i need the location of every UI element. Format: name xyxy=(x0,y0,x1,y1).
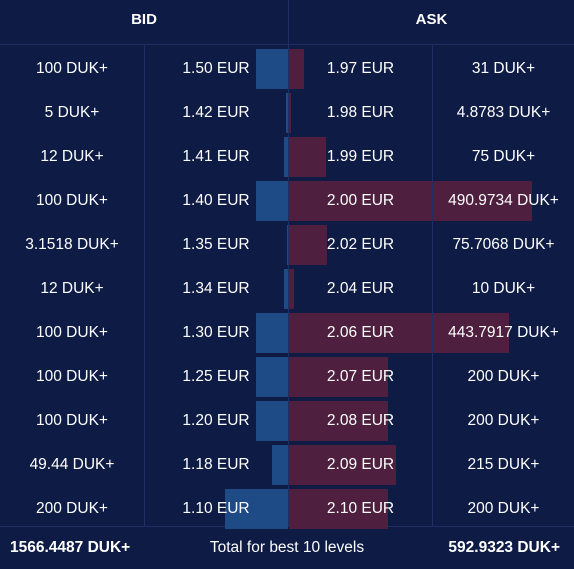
bid-quantity: 100 DUK+ xyxy=(36,324,108,341)
column-divider xyxy=(432,45,433,526)
ask-quantity: 75 DUK+ xyxy=(471,148,536,165)
order-book-row[interactable]: 3.1518 DUK+ 1.35 EUR 2.02 EUR 75.7068 DUK+ xyxy=(0,221,574,265)
ask-header: ASK xyxy=(415,11,448,28)
bid-quantity: 3.1518 DUK+ xyxy=(25,236,119,253)
ask-price: 2.07 EUR xyxy=(326,368,395,385)
order-book-footer: 1566.4487 DUK+ Total for best 10 levels … xyxy=(0,526,574,564)
bid-depth-bar xyxy=(272,445,288,485)
bid-depth-bar xyxy=(284,269,288,309)
order-book-row[interactable]: 12 DUK+ 1.41 EUR 1.99 EUR 75 DUK+ xyxy=(0,133,574,177)
order-book-row[interactable]: 12 DUK+ 1.34 EUR 2.04 EUR 10 DUK+ xyxy=(0,265,574,309)
bid-price: 1.42 EUR xyxy=(182,104,250,121)
ask-total: 592.9323 DUK+ xyxy=(448,539,560,556)
header-divider xyxy=(288,0,289,44)
bid-quantity: 200 DUK+ xyxy=(36,500,108,517)
bid-depth-bar xyxy=(287,225,288,265)
ask-price: 2.09 EUR xyxy=(326,456,395,473)
ask-depth-bar xyxy=(289,357,388,397)
ask-price: 1.97 EUR xyxy=(326,60,395,77)
bid-depth-bar xyxy=(286,93,288,133)
bid-price: 1.30 EUR xyxy=(182,324,250,341)
order-book-row[interactable]: 100 DUK+ 1.20 EUR 2.08 EUR 200 DUK+ xyxy=(0,397,574,441)
ask-depth-bar xyxy=(289,489,388,529)
ask-price: 2.10 EUR xyxy=(326,500,395,517)
ask-depth-bar xyxy=(289,445,396,485)
ask-price: 2.06 EUR xyxy=(326,324,395,341)
bid-depth-bar xyxy=(225,489,288,529)
bid-price: 1.50 EUR xyxy=(182,60,250,77)
ask-price: 1.99 EUR xyxy=(326,148,395,165)
bid-depth-bar xyxy=(256,401,288,441)
bid-quantity: 100 DUK+ xyxy=(36,412,108,429)
bid-price: 1.35 EUR xyxy=(182,236,250,253)
bid-price: 1.41 EUR xyxy=(182,148,250,165)
bid-quantity: 100 DUK+ xyxy=(36,192,108,209)
order-book-row[interactable]: 200 DUK+ 1.10 EUR 2.10 EUR 200 DUK+ xyxy=(0,485,574,529)
ask-depth-bar xyxy=(289,93,291,133)
bid-quantity: 12 DUK+ xyxy=(40,280,104,297)
bid-quantity: 49.44 DUK+ xyxy=(29,456,115,473)
order-book-row[interactable]: 100 DUK+ 1.25 EUR 2.07 EUR 200 DUK+ xyxy=(0,353,574,397)
bid-price: 1.20 EUR xyxy=(182,412,250,429)
ask-quantity: 10 DUK+ xyxy=(471,280,536,297)
ask-depth-bar xyxy=(289,269,294,309)
order-book-header: BID ASK xyxy=(0,0,574,45)
bid-total: 1566.4487 DUK+ xyxy=(10,539,131,556)
bid-depth-bar xyxy=(256,313,288,353)
ask-depth-bar xyxy=(289,49,304,89)
ask-depth-bar xyxy=(289,181,532,221)
ask-quantity: 443.7917 DUK+ xyxy=(448,324,559,341)
bid-price: 1.18 EUR xyxy=(182,456,250,473)
bid-quantity: 12 DUK+ xyxy=(40,148,104,165)
bid-quantity: 100 DUK+ xyxy=(36,368,108,385)
bid-depth-bar xyxy=(256,49,288,89)
total-label: Total for best 10 levels xyxy=(209,539,365,556)
bid-quantity: 100 DUK+ xyxy=(36,60,108,77)
bid-price: 1.34 EUR xyxy=(182,280,250,297)
ask-price: 1.98 EUR xyxy=(326,104,395,121)
bid-price: 1.40 EUR xyxy=(182,192,250,209)
order-book-row[interactable]: 5 DUK+ 1.42 EUR 1.98 EUR 4.8783 DUK+ xyxy=(0,89,574,133)
bid-header: BID xyxy=(131,11,157,28)
ask-price: 2.08 EUR xyxy=(326,412,395,429)
order-book-row[interactable]: 49.44 DUK+ 1.18 EUR 2.09 EUR 215 DUK+ xyxy=(0,441,574,485)
ask-quantity: 31 DUK+ xyxy=(471,60,536,77)
ask-quantity: 490.9734 DUK+ xyxy=(448,192,559,209)
order-book-row[interactable]: 100 DUK+ 1.30 EUR 2.06 EUR 443.7917 DUK+ xyxy=(0,309,574,353)
column-divider xyxy=(144,45,145,526)
bid-depth-bar xyxy=(256,357,288,397)
bid-quantity: 5 DUK+ xyxy=(44,104,100,121)
ask-quantity: 200 DUK+ xyxy=(467,412,540,429)
ask-quantity: 200 DUK+ xyxy=(467,368,540,385)
bid-depth-bar xyxy=(256,181,288,221)
bid-depth-bar xyxy=(284,137,288,177)
bid-price: 1.25 EUR xyxy=(182,368,250,385)
bid-ask-divider xyxy=(288,45,289,526)
ask-price: 2.00 EUR xyxy=(326,192,395,209)
bid-price: 1.10 EUR xyxy=(182,500,250,517)
order-book-row[interactable]: 100 DUK+ 1.40 EUR 2.00 EUR 490.9734 DUK+ xyxy=(0,177,574,221)
ask-price: 2.04 EUR xyxy=(326,280,395,297)
ask-depth-bar xyxy=(289,313,509,353)
ask-quantity: 200 DUK+ xyxy=(467,500,540,517)
order-book-rows: 100 DUK+ 1.50 EUR 1.97 EUR 31 DUK+ 5 DUK+ 1.4… xyxy=(0,45,574,529)
ask-depth-bar xyxy=(289,137,326,177)
ask-quantity: 4.8783 DUK+ xyxy=(456,104,551,121)
ask-quantity: 215 DUK+ xyxy=(467,456,540,473)
ask-quantity: 75.7068 DUK+ xyxy=(452,236,555,253)
order-book-row[interactable]: 100 DUK+ 1.50 EUR 1.97 EUR 31 DUK+ xyxy=(0,45,574,89)
ask-depth-bar xyxy=(289,401,388,441)
ask-depth-bar xyxy=(289,225,327,265)
ask-price: 2.02 EUR xyxy=(326,236,395,253)
